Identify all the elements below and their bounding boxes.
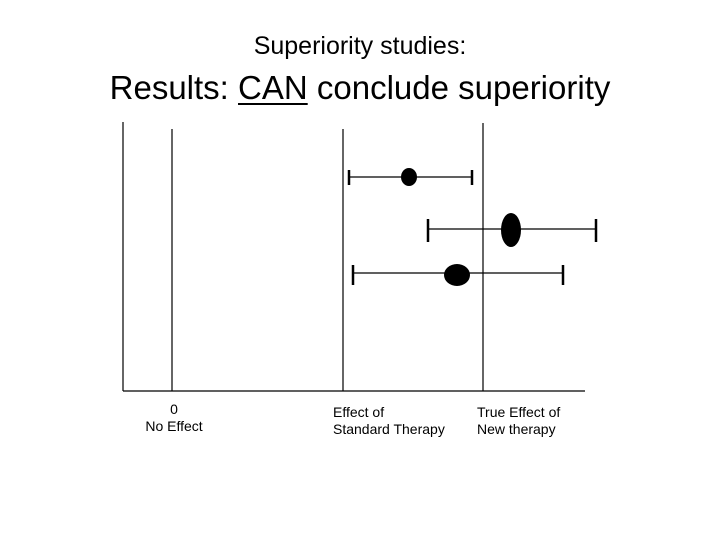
estimate-study-2 <box>426 213 598 247</box>
new-therapy-label: True Effect of New therapy <box>477 404 560 438</box>
new-therapy-line-2: New therapy <box>477 421 556 437</box>
new-therapy-line-1: True Effect of <box>477 404 561 420</box>
title-emphasis: CAN <box>238 69 308 106</box>
title-line-2: Results: CAN conclude superiority <box>0 68 720 108</box>
standard-therapy-line-1: Effect of <box>333 404 385 420</box>
estimate-study-1 <box>347 168 474 186</box>
point-estimate <box>501 213 521 247</box>
point-estimate <box>401 168 417 186</box>
point-estimate <box>444 264 470 286</box>
title-suffix: conclude superiority <box>307 69 611 106</box>
standard-therapy-line-2: Standard Therapy <box>333 421 445 437</box>
no-effect-label: 0 No Effect <box>123 401 225 435</box>
estimate-study-3 <box>351 264 565 286</box>
standard-therapy-label: Effect of Standard Therapy <box>333 404 445 438</box>
no-effect-text: No Effect <box>145 418 203 434</box>
title-line-1: Superiority studies: <box>253 32 467 60</box>
no-effect-value: 0 <box>170 401 178 417</box>
title-prefix: Results: <box>109 69 239 106</box>
